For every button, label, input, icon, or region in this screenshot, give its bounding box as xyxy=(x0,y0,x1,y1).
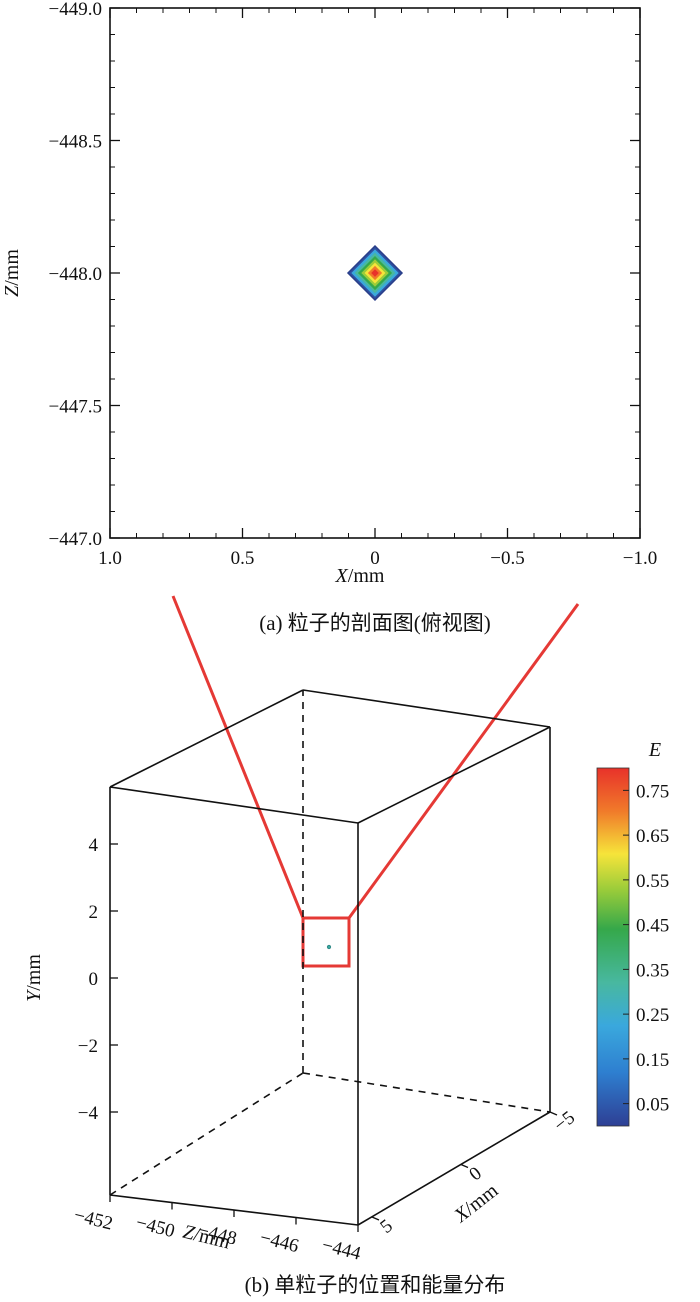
panel-a-heatmap: 1.0 0.5 0 −0.5 −1.0 −449.0 −448.5 −448.0 −447.5 −… xyxy=(1,0,657,635)
box-edge xyxy=(109,786,359,824)
panel-a-y-tick-label: −448.0 xyxy=(49,264,102,285)
panel-b-x-tick xyxy=(549,1111,558,1116)
panel-a-y-tick-label: −447.0 xyxy=(49,529,102,550)
panel-b-z-tick-label: −446 xyxy=(258,1227,301,1257)
panel-a-y-tick-label: −447.5 xyxy=(49,397,102,418)
panel-b-x-tick-label: 5 xyxy=(376,1215,396,1237)
panel-b-x-tick-label: −5 xyxy=(550,1107,579,1136)
panel-b-y-tick-label: 0 xyxy=(89,969,99,990)
colorbar-tick-label: 0.75 xyxy=(636,781,669,802)
caption-a: (a) 粒子的剖面图(俯视图) xyxy=(259,611,491,635)
box-edge xyxy=(109,689,304,788)
colorbar-tick-label: 0.25 xyxy=(636,1005,669,1026)
colorbar-tick-label: 0.45 xyxy=(636,916,669,937)
panel-b-x-axis-label: X/mm xyxy=(449,1179,502,1227)
zoom-indicator xyxy=(171,595,580,968)
panel-b-y-tick-label: −4 xyxy=(78,1103,99,1124)
box-hidden-edge xyxy=(302,1072,551,1113)
panel-a-x-tick-label: 1.0 xyxy=(98,548,122,569)
panel-b-y-tick-label: 2 xyxy=(89,902,99,923)
colorbar-ticks: 0.75 0.65 0.55 0.45 0.35 0.25 0.15 0.05 xyxy=(623,781,669,1116)
panel-b-x-tick xyxy=(371,1216,380,1221)
colorbar-tick-label: 0.15 xyxy=(636,1050,669,1071)
panel-a-y-tick-label: −448.5 xyxy=(49,132,102,153)
zoom-line-left xyxy=(171,595,305,919)
colorbar-tick-label: 0.65 xyxy=(636,826,669,847)
panel-b-x-tick xyxy=(460,1163,469,1169)
box-edge xyxy=(357,726,551,824)
panel-a-y-tick-label: −449.0 xyxy=(49,0,102,20)
colorbar-tick-label: 0.35 xyxy=(636,960,669,981)
panel-b-y-tick-label: 4 xyxy=(89,835,99,856)
box-edge xyxy=(357,1111,551,1226)
panel-a-y-axis-label: Z/mm xyxy=(1,249,23,297)
box-edge xyxy=(302,689,551,728)
colorbar: E 0.75 0.65 0.55 0.45 0.35 0.25 0.15 0.05 xyxy=(596,739,669,1127)
colorbar-tick-label: 0.55 xyxy=(636,871,669,892)
panel-b-3d-box xyxy=(109,689,551,1226)
panel-a-x-axis-label: X/mm xyxy=(335,565,385,587)
panel-b-z-tick-label: −444 xyxy=(320,1235,364,1265)
panel-a-x-tick-label: 0.5 xyxy=(231,548,255,569)
colorbar-label: E xyxy=(648,739,661,761)
box-hidden-edge xyxy=(109,1072,304,1196)
zoom-line-right xyxy=(347,603,580,919)
particle-cross-section xyxy=(346,244,404,302)
panel-a-x-tick-label: −0.5 xyxy=(490,548,524,569)
panel-a-ticks: 1.0 0.5 0 −0.5 −1.0 −449.0 −448.5 −448.0 −447.5 −… xyxy=(49,0,658,569)
colorbar-gradient xyxy=(596,767,630,1127)
panel-b-z-tick-label: −452 xyxy=(72,1205,115,1235)
panel-a-x-tick-label: −1.0 xyxy=(623,548,657,569)
panel-b-points xyxy=(326,944,332,950)
colorbar-tick-label: 0.05 xyxy=(636,1095,669,1116)
panel-b-y-tick-label: −2 xyxy=(78,1036,98,1057)
panel-b-z-tick-label: −450 xyxy=(134,1212,177,1242)
zoom-box xyxy=(301,916,351,968)
caption-b: (b) 单粒子的位置和能量分布 xyxy=(245,1273,506,1297)
panel-b-y-axis-label: Y/mm xyxy=(23,954,45,1002)
particle-point xyxy=(326,944,332,950)
panel-a-x-tick-label: 0 xyxy=(370,548,380,569)
panel-b-x-tick-label: 0 xyxy=(465,1163,485,1185)
particle-contour-layer xyxy=(371,269,379,277)
